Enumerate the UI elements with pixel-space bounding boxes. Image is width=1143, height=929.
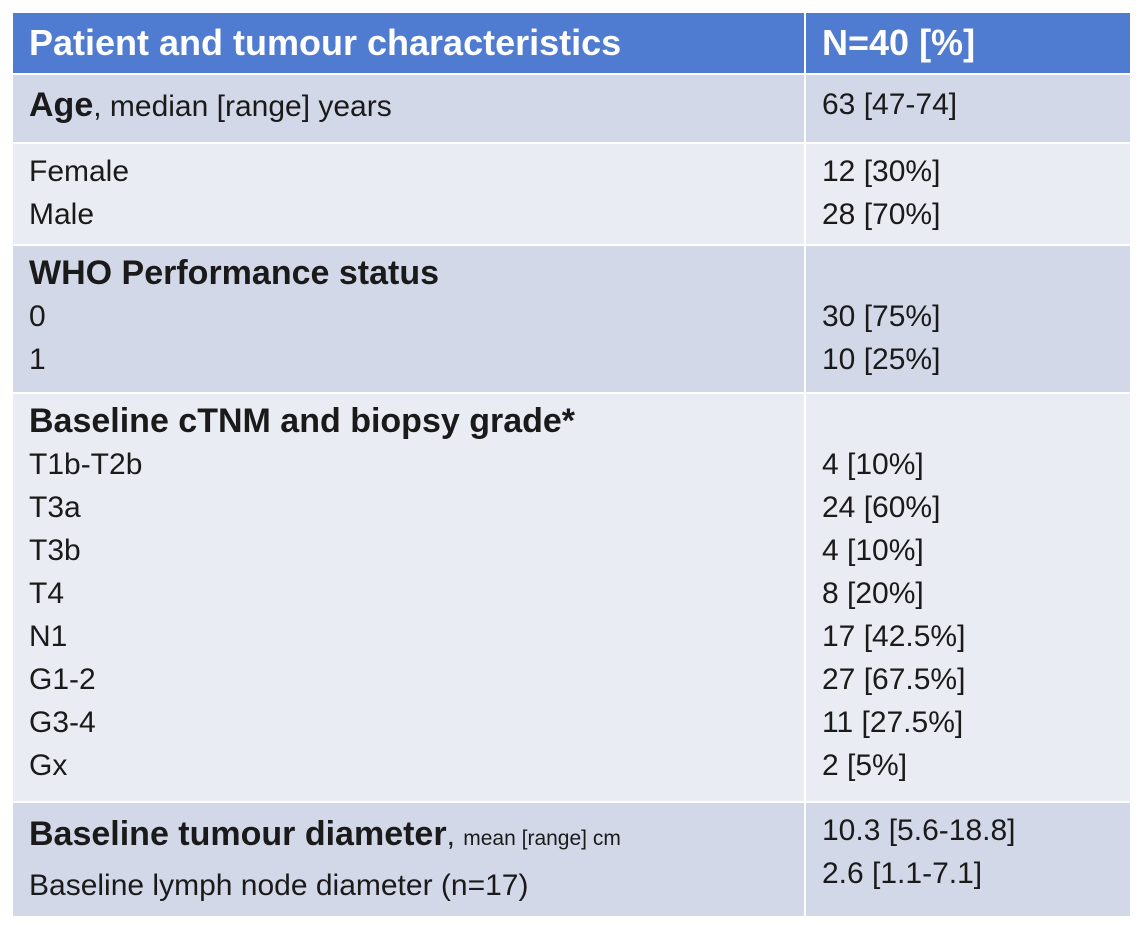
who-value-0: 30 [75%] bbox=[822, 300, 941, 333]
age-label-rest: , median [range] years bbox=[93, 90, 392, 123]
who-label-0: 0 bbox=[29, 300, 46, 333]
tnm-label-n1: N1 bbox=[29, 620, 68, 653]
sex-label-cell: Female Male bbox=[13, 144, 806, 246]
lymph-node-diameter-label: Baseline lymph node diameter (n=17) bbox=[29, 869, 529, 902]
lymph-node-diameter-value: 2.6 [1.1-7.1] bbox=[822, 857, 983, 890]
tnm-label-t1b-t2b: T1b-T2b bbox=[29, 448, 143, 481]
age-value-cell: 63 [47-74] bbox=[806, 75, 1130, 144]
age-label: Age, median [range] years bbox=[29, 81, 804, 131]
characteristics-table: Patient and tumour characteristics N=40 … bbox=[13, 13, 1130, 918]
who-heading: WHO Performance status bbox=[29, 254, 439, 292]
tnm-value-t4: 8 [20%] bbox=[822, 577, 924, 610]
who-label-1: 1 bbox=[29, 343, 46, 376]
who-label-cell: WHO Performance status 0 1 bbox=[13, 246, 806, 394]
age-value: 63 [47-74] bbox=[822, 88, 958, 121]
age-label-cell: Age, median [range] years bbox=[13, 75, 806, 144]
tnm-value-gx: 2 [5%] bbox=[822, 749, 908, 782]
tnm-value-t3b: 4 [10%] bbox=[822, 534, 924, 567]
tnm-label-t3b: T3b bbox=[29, 534, 81, 567]
age-label-bold: Age bbox=[29, 86, 94, 124]
tnm-value-n1: 17 [42.5%] bbox=[822, 620, 966, 653]
diameter-label-cell: Baseline tumour diameter, mean [range] c… bbox=[13, 803, 806, 918]
tumour-diameter-bold: Baseline tumour diameter bbox=[29, 815, 447, 853]
tumour-diameter-comma: , bbox=[446, 819, 455, 852]
tumour-diameter-label: Baseline tumour diameter, mean [range] c… bbox=[29, 809, 804, 864]
sex-value-female: 12 [30%] bbox=[822, 155, 941, 188]
tumour-diameter-unit: mean [range] cm bbox=[463, 827, 621, 850]
who-value-1: 10 [25%] bbox=[822, 343, 941, 376]
who-value-cell: 30 [75%] 10 [25%] bbox=[806, 246, 1130, 394]
tnm-value-t1b-t2b: 4 [10%] bbox=[822, 448, 924, 481]
tnm-value-t3a: 24 [60%] bbox=[822, 491, 941, 524]
tnm-value-g3-4: 11 [27.5%] bbox=[822, 706, 964, 739]
header-n-column-label: N=40 [%] bbox=[822, 22, 976, 63]
tnm-label-g1-2: G1-2 bbox=[29, 663, 96, 696]
tnm-value-cell: 4 [10%] 24 [60%] 4 [10%] 8 [20%] 17 [42.… bbox=[806, 394, 1130, 803]
tnm-value-g1-2: 27 [67.5%] bbox=[822, 663, 966, 696]
header-n-column: N=40 [%] bbox=[806, 13, 1130, 75]
tnm-label-t4: T4 bbox=[29, 577, 65, 610]
tnm-heading: Baseline cTNM and biopsy grade* bbox=[29, 402, 576, 440]
sex-label-male: Male bbox=[29, 198, 95, 231]
header-characteristics: Patient and tumour characteristics bbox=[13, 13, 806, 75]
sex-value-male: 28 [70%] bbox=[822, 198, 941, 231]
sex-value-cell: 12 [30%] 28 [70%] bbox=[806, 144, 1130, 246]
tnm-label-t3a: T3a bbox=[29, 491, 81, 524]
tnm-label-g3-4: G3-4 bbox=[29, 706, 96, 739]
sex-label-female: Female bbox=[29, 155, 130, 188]
tnm-label-gx: Gx bbox=[29, 749, 68, 782]
tumour-diameter-value: 10.3 [5.6-18.8] bbox=[822, 814, 1016, 847]
tnm-label-cell: Baseline cTNM and biopsy grade* T1b-T2b … bbox=[13, 394, 806, 803]
diameter-value-cell: 10.3 [5.6-18.8] 2.6 [1.1-7.1] bbox=[806, 803, 1130, 918]
header-characteristics-label: Patient and tumour characteristics bbox=[29, 22, 622, 63]
